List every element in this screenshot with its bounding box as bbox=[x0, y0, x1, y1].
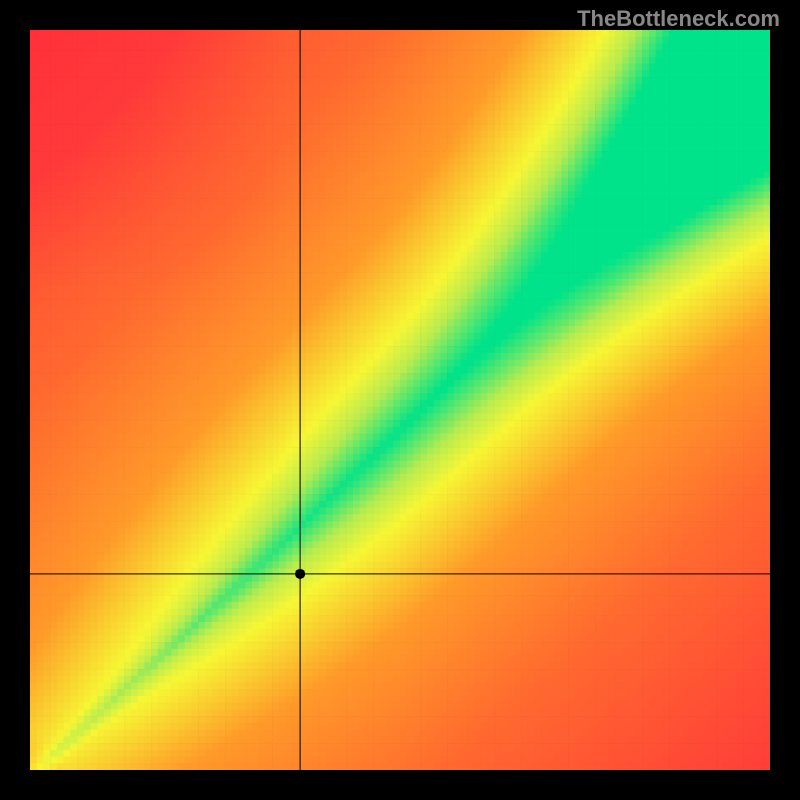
chart-container: TheBottleneck.com bbox=[0, 0, 800, 800]
heatmap-plot bbox=[30, 30, 770, 770]
heatmap-canvas bbox=[30, 30, 770, 770]
watermark-text: TheBottleneck.com bbox=[577, 6, 780, 32]
